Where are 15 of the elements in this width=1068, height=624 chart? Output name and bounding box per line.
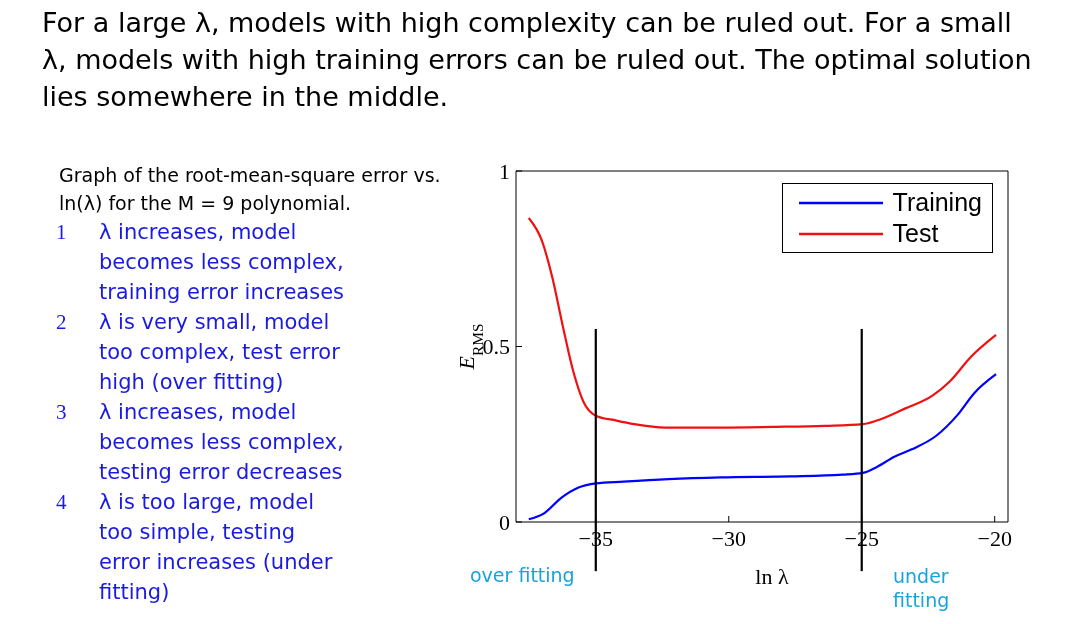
legend-label: Test — [892, 218, 939, 249]
text: 4 λ is too large, model too simple, testing error increases (under fitting) — [56, 490, 333, 604]
x-tick-label: −30 — [711, 525, 746, 551]
y-tick-label: 0 — [499, 509, 510, 535]
chart-title: For a large λ, models with high complexity can be ruled out. For a small λ, models with high training errors can be ruled out. The optimal solution lies somewhere in the middle. — [42, 6, 1033, 114]
text: 2 λ is very small, model too complex, test error high (over fitting) — [56, 310, 340, 394]
x-axis-title: ln λ — [755, 564, 789, 589]
line-series — [527, 216, 998, 429]
line-series — [527, 373, 998, 521]
y-tick-label: 1 — [499, 158, 510, 184]
text: Graph of the root-mean-square error vs. ln(λ) for the M = 9 polynomial. — [59, 163, 442, 216]
text: under fitting — [893, 564, 951, 612]
x-tick-label: −20 — [977, 525, 1012, 551]
text: over fitting — [470, 564, 575, 586]
legend-label: Training — [892, 187, 982, 218]
